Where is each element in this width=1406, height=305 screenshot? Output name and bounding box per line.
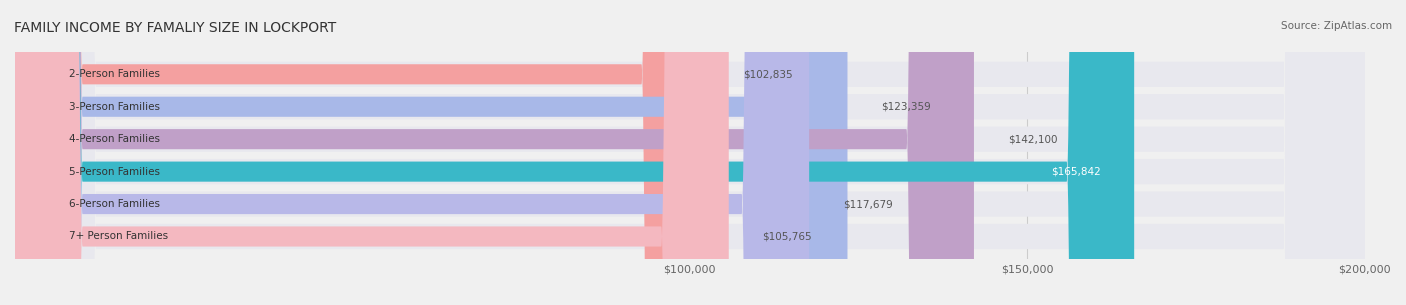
Text: Source: ZipAtlas.com: Source: ZipAtlas.com	[1281, 21, 1392, 31]
FancyBboxPatch shape	[15, 0, 1135, 305]
Text: 3-Person Families: 3-Person Families	[69, 102, 160, 112]
FancyBboxPatch shape	[15, 0, 709, 305]
FancyBboxPatch shape	[15, 0, 848, 305]
FancyBboxPatch shape	[15, 0, 1365, 305]
Text: $123,359: $123,359	[882, 102, 931, 112]
FancyBboxPatch shape	[15, 0, 1365, 305]
Text: 5-Person Families: 5-Person Families	[69, 167, 160, 177]
FancyBboxPatch shape	[15, 0, 1365, 305]
Text: $117,679: $117,679	[842, 199, 893, 209]
FancyBboxPatch shape	[15, 0, 1365, 305]
Text: $105,765: $105,765	[762, 231, 813, 242]
FancyBboxPatch shape	[15, 0, 728, 305]
Text: $142,100: $142,100	[1008, 134, 1057, 144]
Text: 4-Person Families: 4-Person Families	[69, 134, 160, 144]
Text: 7+ Person Families: 7+ Person Families	[69, 231, 169, 242]
FancyBboxPatch shape	[15, 0, 1365, 305]
Text: $165,842: $165,842	[1050, 167, 1101, 177]
FancyBboxPatch shape	[15, 0, 974, 305]
Text: $102,835: $102,835	[742, 69, 793, 79]
Text: 2-Person Families: 2-Person Families	[69, 69, 160, 79]
Text: FAMILY INCOME BY FAMALIY SIZE IN LOCKPORT: FAMILY INCOME BY FAMALIY SIZE IN LOCKPOR…	[14, 21, 336, 35]
FancyBboxPatch shape	[15, 0, 1365, 305]
Text: 6-Person Families: 6-Person Families	[69, 199, 160, 209]
FancyBboxPatch shape	[15, 0, 808, 305]
